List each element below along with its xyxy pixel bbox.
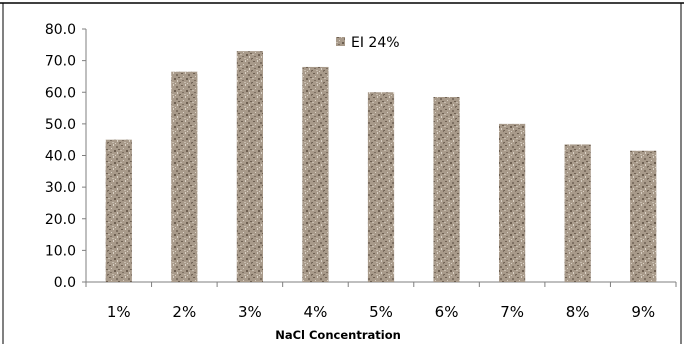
- legend: EI 24%: [336, 35, 400, 51]
- y-tick-label: 20.0: [45, 212, 76, 228]
- x-tick-label: 1%: [107, 303, 131, 321]
- y-tick-label: 70.0: [45, 54, 76, 70]
- x-axis-title: NaCl Concentration: [275, 328, 401, 342]
- x-tick-label: 3%: [238, 303, 262, 321]
- y-tick-label: 10.0: [45, 243, 76, 259]
- bar-7pct: [499, 123, 526, 282]
- bar-9pct: [630, 150, 657, 282]
- x-tick-label: 5%: [369, 303, 393, 321]
- bar-5pct: [367, 92, 395, 282]
- bar-6pct: [433, 96, 460, 283]
- x-axis-ticks: 1% 2% 3% 4% 5% 6% 7% 8% 9%: [85, 282, 677, 321]
- y-tick-label: 30.0: [45, 180, 76, 196]
- x-tick-label: 8%: [566, 303, 590, 321]
- x-tick-label: 2%: [172, 303, 196, 321]
- bar-1pct: [105, 139, 132, 282]
- bars-group: [105, 51, 657, 283]
- y-tick-label: 60.0: [45, 85, 76, 101]
- bar-4pct: [302, 66, 329, 282]
- bar-2pct: [171, 71, 198, 282]
- x-tick-label: 9%: [631, 303, 655, 321]
- y-tick-label: 0.0: [54, 275, 76, 291]
- x-tick-label: 4%: [304, 303, 328, 321]
- y-tick-label: 40.0: [45, 149, 76, 165]
- x-tick-label: 6%: [435, 303, 459, 321]
- y-axis-ticks: 0.0 10.0 20.0 30.0 40.0 50.0 60.0 70.0 80.0: [45, 22, 86, 291]
- bar-3pct: [236, 51, 263, 283]
- legend-label: EI 24%: [351, 35, 400, 51]
- y-tick-label: 80.0: [45, 22, 76, 38]
- bar-8pct: [564, 144, 591, 282]
- y-tick-label: 50.0: [45, 117, 76, 133]
- x-tick-label: 7%: [500, 303, 524, 321]
- legend-swatch: [336, 37, 345, 46]
